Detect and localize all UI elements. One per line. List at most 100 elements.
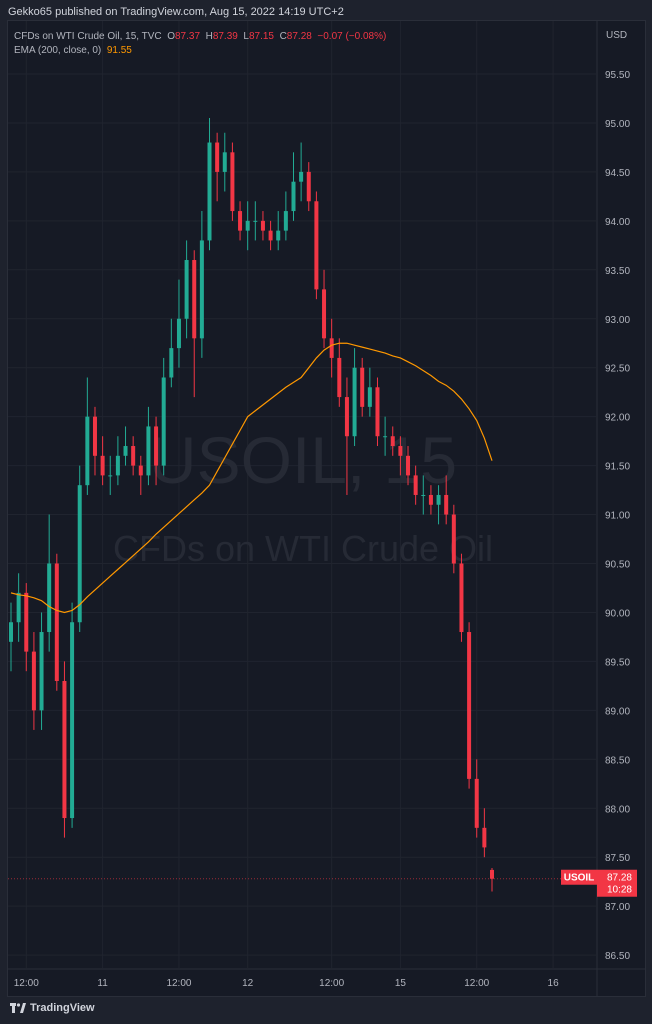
candle-body bbox=[253, 220, 258, 222]
candle-body bbox=[230, 152, 235, 212]
candle-body bbox=[436, 494, 441, 505]
candle-body bbox=[100, 455, 105, 476]
y-tick-label: 86.50 bbox=[605, 951, 630, 962]
candle-body bbox=[184, 260, 189, 319]
y-tick-label: 87.00 bbox=[605, 902, 630, 913]
x-tick-label: 12:00 bbox=[166, 978, 191, 989]
candle-body bbox=[260, 220, 265, 231]
x-tick-label: 12:00 bbox=[14, 978, 39, 989]
candle-body bbox=[482, 827, 487, 848]
candle-body bbox=[352, 367, 357, 437]
y-tick-label: 93.00 bbox=[605, 315, 630, 326]
open-label: O bbox=[167, 31, 175, 42]
x-tick-label: 11 bbox=[97, 978, 108, 989]
countdown-value: 10:28 bbox=[607, 885, 632, 896]
candle-body bbox=[161, 377, 166, 466]
candle-body bbox=[314, 201, 319, 290]
candle-body bbox=[85, 416, 90, 486]
change-value: −0.07 (−0.08%) bbox=[317, 31, 387, 42]
candle-body bbox=[9, 622, 13, 642]
candle-body bbox=[421, 494, 426, 496]
candle-body bbox=[245, 220, 250, 231]
candle-body bbox=[360, 367, 365, 407]
y-tick-label: 89.00 bbox=[605, 706, 630, 717]
candle-body bbox=[344, 397, 349, 437]
logo-text: TradingView bbox=[30, 1002, 95, 1014]
high-value: 87.39 bbox=[212, 31, 238, 42]
candle-body bbox=[428, 494, 433, 505]
y-tick-label: 89.50 bbox=[605, 657, 630, 668]
open-value: 87.37 bbox=[174, 31, 201, 42]
price-badge-value: 87.28 bbox=[607, 873, 632, 884]
candle-body bbox=[215, 142, 220, 172]
candle-body bbox=[322, 289, 327, 339]
ema-line bbox=[10, 342, 493, 614]
candle-body bbox=[192, 260, 197, 339]
candle-body bbox=[375, 387, 380, 437]
candle-body bbox=[329, 338, 334, 358]
y-tick-label: 93.50 bbox=[605, 266, 630, 277]
close-value: 87.28 bbox=[286, 31, 312, 42]
candle-body bbox=[62, 680, 67, 819]
legend: CFDs on WTI Crude Oil, 15, TVC O87.37 H8… bbox=[14, 30, 386, 58]
close-label: C bbox=[279, 31, 287, 42]
y-tick-label: 88.50 bbox=[605, 755, 630, 766]
candle-body bbox=[383, 436, 388, 438]
low-label: L bbox=[243, 31, 249, 42]
candle-body bbox=[70, 622, 75, 819]
ema-value: 91.55 bbox=[106, 45, 132, 56]
footer-logo: TradingView bbox=[10, 1002, 95, 1014]
candle-body bbox=[24, 592, 29, 652]
watermark-symbol: USOIL, 15 bbox=[149, 423, 457, 497]
symbol-badge bbox=[561, 869, 597, 885]
candle-body bbox=[123, 446, 128, 456]
currency-label: USD bbox=[606, 30, 628, 41]
candle-body bbox=[283, 211, 288, 231]
candle-body bbox=[406, 455, 411, 476]
candle-body bbox=[398, 446, 403, 456]
x-tick-label: 16 bbox=[548, 978, 560, 989]
symbol-label: CFDs on WTI Crude Oil, 15, TVC bbox=[14, 31, 162, 42]
tradingview-logo-icon bbox=[10, 1003, 26, 1013]
candle-body bbox=[451, 514, 456, 564]
candle-body bbox=[268, 230, 273, 241]
candle-body bbox=[154, 426, 159, 466]
candle-body bbox=[92, 416, 97, 456]
y-tick-label: 94.50 bbox=[605, 168, 630, 179]
candle-body bbox=[276, 230, 281, 241]
candle-body bbox=[176, 318, 181, 349]
candle-body bbox=[16, 592, 21, 623]
candle-body bbox=[337, 357, 342, 398]
y-tick-label: 94.00 bbox=[605, 217, 630, 228]
candle-body bbox=[299, 171, 304, 182]
candle-body bbox=[108, 475, 113, 477]
candle-body bbox=[467, 632, 472, 779]
price-chart[interactable]: 95.50 95.00 94.50 94.00 93.50 93.00 92.50 92.00… bbox=[8, 21, 645, 996]
candle-body bbox=[238, 211, 243, 231]
candle-body bbox=[207, 142, 212, 241]
x-tick-label: 15 bbox=[395, 978, 407, 989]
candle-body bbox=[138, 465, 143, 476]
candle-body bbox=[306, 171, 311, 202]
candle-body bbox=[474, 778, 479, 828]
candle-body bbox=[31, 651, 36, 711]
y-tick-label: 91.50 bbox=[605, 462, 630, 473]
y-tick-label: 88.00 bbox=[605, 804, 630, 815]
candle-body bbox=[77, 485, 82, 623]
chart-frame[interactable]: 95.50 95.00 94.50 94.00 93.50 93.00 92.50 92.00… bbox=[7, 20, 646, 997]
candle-body bbox=[146, 426, 151, 476]
low-value: 87.15 bbox=[248, 31, 274, 42]
candle-body bbox=[54, 563, 59, 681]
candle-body bbox=[169, 348, 174, 378]
x-tick-label: 12:00 bbox=[319, 978, 344, 989]
candle-body bbox=[222, 152, 227, 172]
y-tick-label: 90.00 bbox=[605, 608, 630, 619]
candle-body bbox=[490, 869, 494, 879]
y-tick-label: 95.50 bbox=[605, 70, 630, 81]
candle-body bbox=[131, 446, 136, 466]
publisher-line: Gekko65 published on TradingView.com, Au… bbox=[8, 6, 344, 18]
candle-body bbox=[39, 632, 44, 711]
candle-body bbox=[459, 563, 464, 633]
y-tick-label: 87.50 bbox=[605, 853, 630, 864]
ema-label: EMA (200, close, 0) bbox=[14, 45, 102, 56]
